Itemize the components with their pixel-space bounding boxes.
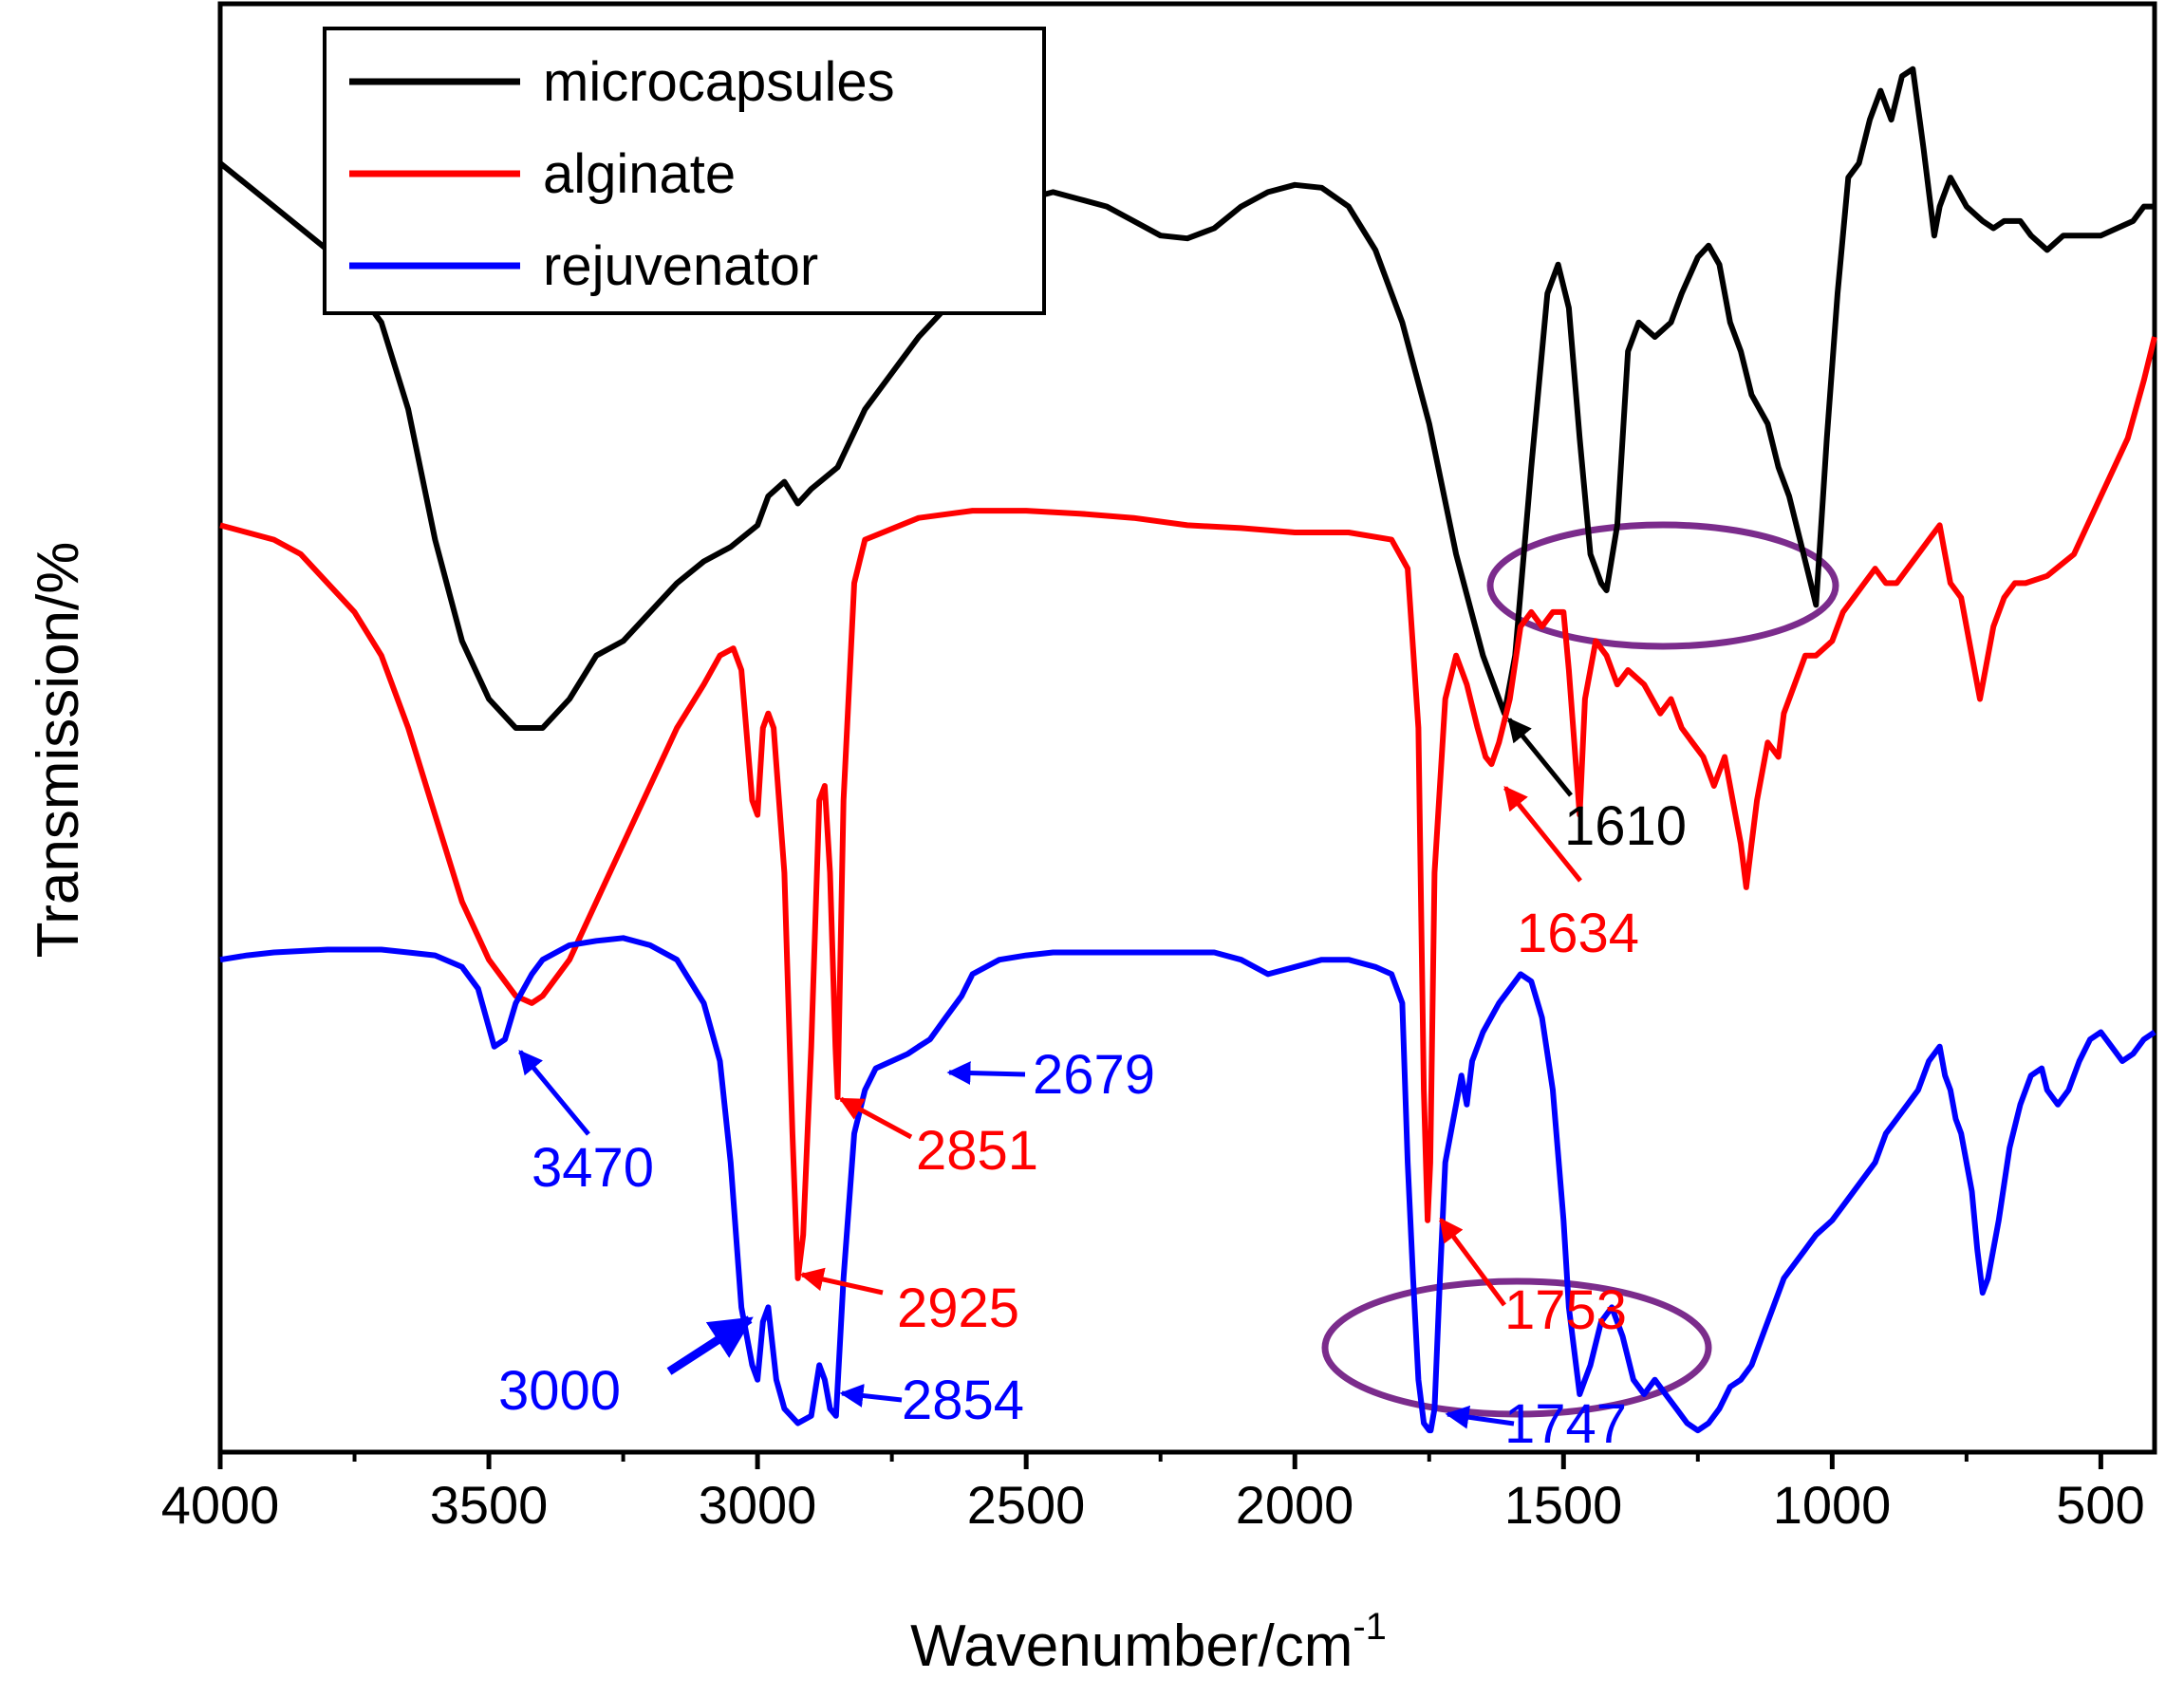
legend-label-rejuvenator: rejuvenator — [543, 235, 818, 297]
highlight-ellipse — [1321, 1277, 1712, 1418]
legend-label-microcapsules: microcapsules — [543, 51, 895, 113]
legend-label-alginate: alginate — [543, 143, 736, 205]
annotation-arrow-3470 — [518, 1050, 590, 1136]
annotation-label-2679: 2679 — [1033, 1044, 1155, 1106]
x-tick-label: 4000 — [161, 1475, 280, 1535]
annotation-label-2925: 2925 — [897, 1277, 1019, 1339]
highlight-ellipse — [1486, 521, 1839, 650]
annotation-arrow-3000 — [666, 1315, 754, 1375]
x-axis-tick-labels: 4000 3500 3000 2500 2000 1500 1000 500 — [161, 1475, 2145, 1535]
annotation-label-2851: 2851 — [916, 1120, 1038, 1182]
x-tick-label: 1500 — [1504, 1475, 1623, 1535]
annotation-arrow-1747 — [1445, 1405, 1515, 1429]
x-tick-label: 2500 — [967, 1475, 1086, 1535]
series-line-microcapsules — [218, 65, 2155, 731]
annotation-label-2854: 2854 — [902, 1370, 1024, 1431]
annotation-label-3470: 3470 — [532, 1137, 654, 1199]
annotation-arrow-1753 — [1438, 1217, 1507, 1307]
x-axis-ticks — [217, 1452, 2103, 1469]
x-tick-label: 3500 — [430, 1475, 549, 1535]
annotation-label-1753: 1753 — [1504, 1279, 1627, 1341]
annotation-label-1634: 1634 — [1517, 903, 1639, 964]
x-axis-title: Wavenumber/cm-1 — [910, 1606, 1387, 1679]
annotation-arrow-2851 — [838, 1096, 913, 1140]
plot-frame — [217, 1, 2157, 1455]
annotation-arrow-2854 — [839, 1384, 903, 1408]
x-tick-label: 3000 — [699, 1475, 817, 1535]
annotation-arrow-2679 — [946, 1061, 1026, 1086]
annotation-label-1610: 1610 — [1564, 795, 1687, 857]
y-axis-title: Transmission/% — [26, 542, 91, 959]
annotation-label-1747: 1747 — [1504, 1393, 1627, 1455]
annotation-arrow-1634 — [1503, 786, 1582, 883]
annotation-label-3000: 3000 — [498, 1360, 621, 1422]
annotation-arrows — [518, 718, 1582, 1429]
series-line-alginate — [219, 336, 2157, 1281]
x-axis-title-text: Wavenumber/cm — [910, 1613, 1353, 1679]
legend: microcapsules alginate rejuvenator — [323, 27, 1046, 315]
annotation-arrow-2925 — [799, 1267, 884, 1296]
x-tick-label: 2000 — [1236, 1475, 1354, 1535]
x-axis-title-superscript: -1 — [1353, 1606, 1387, 1648]
annotation-arrow-1610 — [1507, 718, 1573, 797]
x-tick-label: 500 — [2056, 1475, 2144, 1535]
x-tick-label: 1000 — [1773, 1475, 1892, 1535]
series-line-rejuvenator — [219, 935, 2156, 1434]
annotation-labels: 1610 1634 2851 2925 1753 3470 2679 3000 … — [498, 795, 1687, 1455]
